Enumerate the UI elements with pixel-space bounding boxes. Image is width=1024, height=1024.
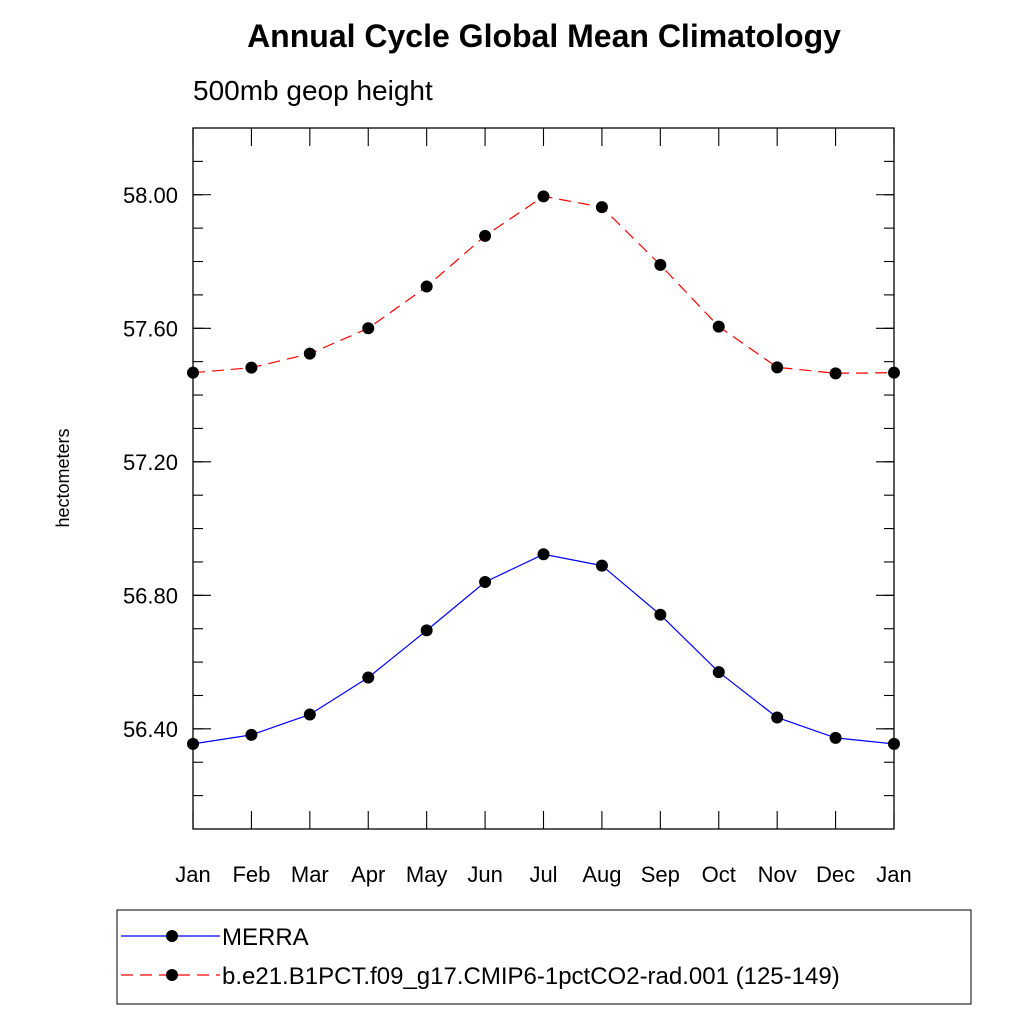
x-tick-label: Feb xyxy=(232,862,270,887)
x-tick-label: May xyxy=(406,862,448,887)
data-point-model-aug xyxy=(595,201,608,214)
legend: MERRA b.e21.B1PCT.f09_g17.CMIP6-1pctCO2-… xyxy=(116,909,972,1005)
data-point-merra-may xyxy=(420,624,433,637)
y-tick-label: 56.40 xyxy=(123,717,178,742)
x-tick-label: Jun xyxy=(467,862,502,887)
data-point-merra-feb xyxy=(245,728,258,741)
x-tick-label: Nov xyxy=(758,862,797,887)
legend-label-model: b.e21.B1PCT.f09_g17.CMIP6-1pctCO2-rad.00… xyxy=(222,963,840,990)
data-point-model-jun xyxy=(479,229,492,242)
data-point-model-mar xyxy=(303,347,316,360)
axis-ticks xyxy=(192,128,895,829)
data-point-merra-jul xyxy=(537,548,550,561)
x-tick-label: Oct xyxy=(702,862,736,887)
x-tick-label: Sep xyxy=(641,862,680,887)
data-point-model-may xyxy=(420,280,433,293)
data-point-merra-jan xyxy=(888,737,900,750)
data-point-model-jan xyxy=(888,366,900,379)
x-tick-label: Jan xyxy=(175,862,210,887)
legend-marker-merra xyxy=(166,930,178,942)
y-tick-label: 57.60 xyxy=(123,316,178,341)
series-line-model xyxy=(192,195,895,374)
data-point-model-jan xyxy=(187,366,199,379)
x-tick-label: Aug xyxy=(582,862,621,887)
data-point-merra-apr xyxy=(362,671,375,684)
y-axis-label: hectometers xyxy=(53,428,73,527)
x-tick-label: Jul xyxy=(529,862,557,887)
data-point-merra-jun xyxy=(479,575,492,588)
series-layer xyxy=(187,190,900,750)
y-tick-label: 56.80 xyxy=(123,583,178,608)
data-point-model-oct xyxy=(712,320,725,333)
data-point-merra-sep xyxy=(654,608,667,621)
data-point-model-apr xyxy=(362,322,375,335)
x-tick-label: Jan xyxy=(876,862,911,887)
chart-subtitle: 500mb geop height xyxy=(193,75,433,106)
data-point-model-sep xyxy=(654,258,667,271)
legend-box xyxy=(116,909,972,1005)
data-point-merra-dec xyxy=(829,731,842,744)
data-point-model-jul xyxy=(537,190,550,203)
plot-frame xyxy=(192,127,895,830)
y-tick-label: 58.00 xyxy=(123,183,178,208)
data-point-merra-mar xyxy=(303,708,316,721)
data-point-model-dec xyxy=(829,367,842,380)
y-tick-labels: 56.40 56.80 57.20 57.60 58.00 xyxy=(123,183,178,742)
x-tick-label: Dec xyxy=(816,862,855,887)
legend-marker-model xyxy=(166,969,178,981)
data-point-merra-nov xyxy=(771,711,784,724)
data-point-merra-jan xyxy=(187,737,199,750)
chart-title: Annual Cycle Global Mean Climatology xyxy=(247,18,841,54)
series-line-merra xyxy=(192,553,895,745)
data-point-merra-oct xyxy=(712,666,725,679)
y-tick-label: 57.20 xyxy=(123,450,178,475)
x-tick-labels: Jan Feb Mar Apr May Jun Jul Aug Sep Oct Nov Dec Jan xyxy=(175,862,911,887)
x-tick-label: Mar xyxy=(291,862,329,887)
data-point-model-nov xyxy=(771,361,784,374)
legend-label-merra: MERRA xyxy=(222,924,309,951)
x-tick-label: Apr xyxy=(351,862,385,887)
data-point-model-feb xyxy=(245,361,258,374)
data-point-merra-aug xyxy=(595,559,608,572)
